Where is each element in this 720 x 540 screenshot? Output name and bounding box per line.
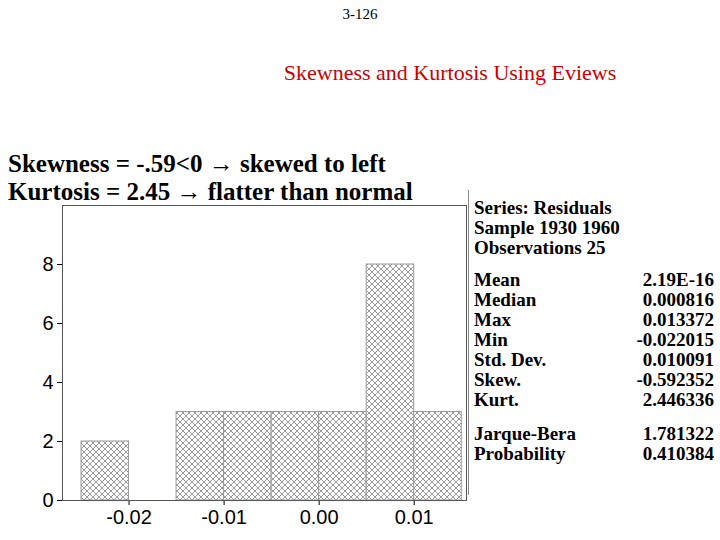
html-text:Kurt.: Kurt. xyxy=(474,389,519,410)
html-text:Probability: Probability xyxy=(474,443,566,464)
html-text:Series: Residuals: Series: Residuals xyxy=(474,197,612,218)
html-text:Skewness = -.59<0 → skewed to: Skewness = -.59<0 → skewed to left xyxy=(8,150,386,177)
svg-text:4: 4 xyxy=(42,371,53,393)
svg-text:0.00: 0.00 xyxy=(300,506,339,528)
svg-text:8: 8 xyxy=(42,253,53,275)
html-text:Sample 1930 1960: Sample 1930 1960 xyxy=(474,217,620,238)
html-text:2.19E-16: 2.19E-16 xyxy=(642,269,714,290)
html-text:Kurtosis = 2.45 → flatter than: Kurtosis = 2.45 → flatter than normal xyxy=(8,178,413,205)
html-text:Median: Median xyxy=(474,289,537,310)
html-text:Observations 25: Observations 25 xyxy=(474,237,606,258)
html-text:2.446336: 2.446336 xyxy=(642,389,714,410)
html-text:1.781322: 1.781322 xyxy=(642,423,714,444)
html-text:Std. Dev.: Std. Dev. xyxy=(474,349,547,370)
html-text:-0.022015: -0.022015 xyxy=(636,329,714,350)
svg-text:-0.02: -0.02 xyxy=(106,506,152,528)
html-text:0.010091: 0.010091 xyxy=(642,349,714,370)
html-text:3-126: 3-126 xyxy=(342,6,378,22)
html-text:0.410384: 0.410384 xyxy=(642,443,714,464)
html-text:-0.592352: -0.592352 xyxy=(636,369,714,390)
svg-text:2: 2 xyxy=(42,430,53,452)
html-text:Max: Max xyxy=(474,309,511,330)
svg-text:-0.01: -0.01 xyxy=(201,506,247,528)
html-text:Min: Min xyxy=(474,329,508,350)
html-text:Jarque-Bera: Jarque-Bera xyxy=(474,423,576,444)
html-text:0.000816: 0.000816 xyxy=(642,289,714,310)
html-text:Skewness and Kurtosis Using Ev: Skewness and Kurtosis Using Eviews xyxy=(283,60,617,85)
html-text:Skew.: Skew. xyxy=(474,369,521,390)
svg-text:0.01: 0.01 xyxy=(395,506,434,528)
html-text:Mean: Mean xyxy=(474,269,521,290)
svg-text:0: 0 xyxy=(42,489,53,511)
svg-text:6: 6 xyxy=(42,312,53,334)
html-text:0.013372: 0.013372 xyxy=(642,309,714,330)
